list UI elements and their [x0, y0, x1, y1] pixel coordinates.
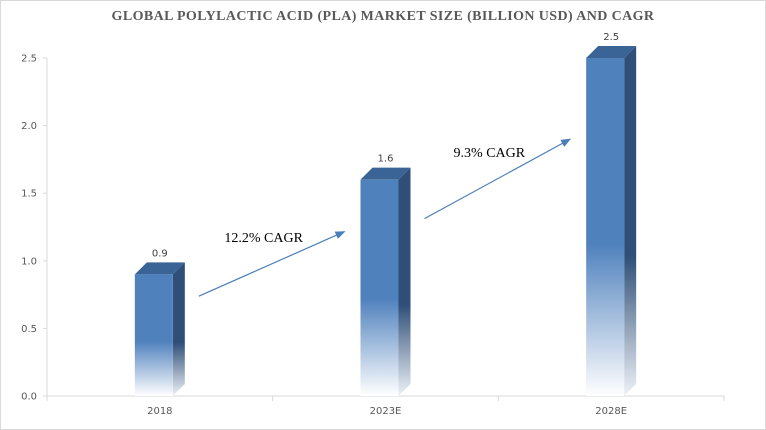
- x-tick-label-2018: 2018: [147, 406, 172, 417]
- data-label-2018: 0.9: [152, 248, 168, 259]
- y-tick-label: 0.5: [21, 324, 37, 335]
- bar-2023E: [360, 179, 399, 396]
- bar-side-2023E: [398, 167, 411, 396]
- y-tick-label: 1.5: [21, 189, 37, 200]
- chart-title: GLOBAL POLYLACTIC ACID (PLA) MARKET SIZE…: [111, 9, 655, 24]
- data-label-2028E: 2.5: [603, 32, 619, 43]
- x-tick-label-2023E: 2023E: [370, 406, 402, 417]
- y-tick-label: 2.0: [21, 121, 37, 132]
- bar-top-2018: [134, 262, 185, 275]
- bar-top-2028E: [586, 46, 637, 58]
- x-tick-label-2028E: 2028E: [595, 406, 627, 417]
- bar-side-2028E: [624, 46, 637, 396]
- cagr-label-2: 9.3% CAGR: [454, 146, 526, 161]
- y-tick-label: 1.0: [21, 256, 37, 267]
- y-tick-label: 2.5: [21, 54, 37, 65]
- cagr-arrow-1: [198, 231, 346, 297]
- cagr-arrow-2: [424, 138, 572, 220]
- bar-2018: [134, 274, 173, 396]
- bar-top-2023E: [360, 167, 411, 180]
- data-label-2023E: 1.6: [378, 154, 394, 165]
- bar-side-2018: [172, 262, 185, 396]
- y-tick-label: 0.0: [21, 392, 37, 403]
- cagr-label-1: 12.2% CAGR: [224, 231, 303, 246]
- bar-2028E: [586, 58, 625, 396]
